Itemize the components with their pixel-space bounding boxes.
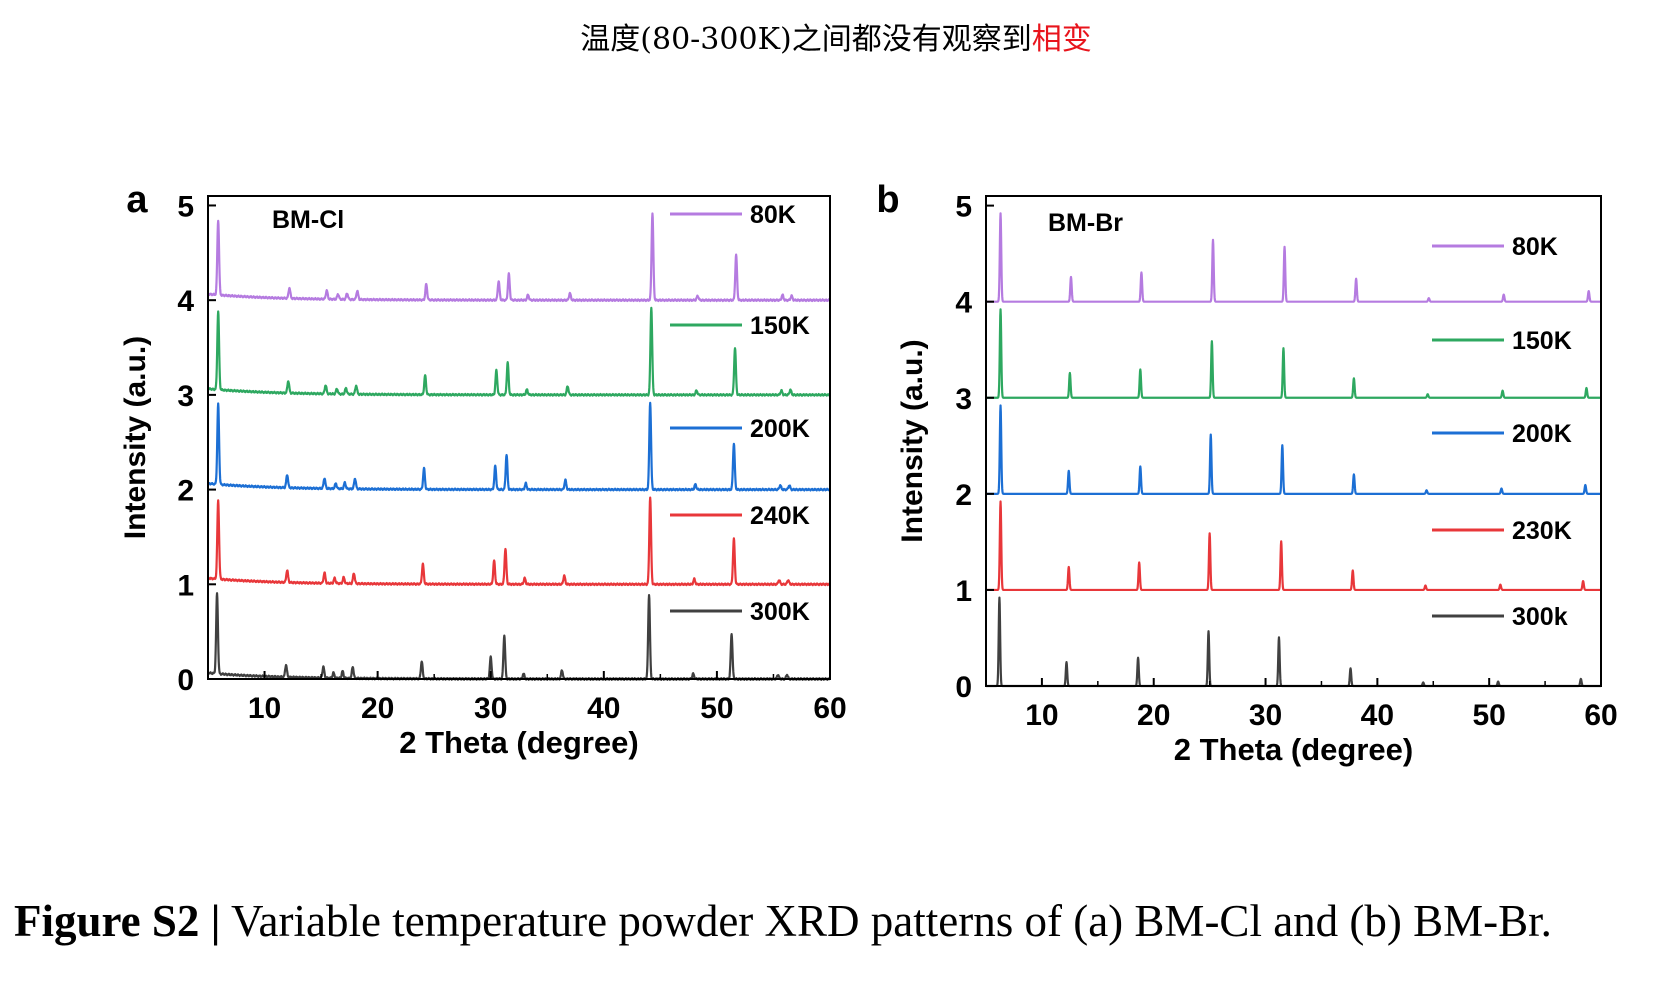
y-axis-label: Intensity (a.u.) xyxy=(896,339,929,542)
x-tick-label-40: 40 xyxy=(1361,699,1394,732)
y-tick-label-1: 1 xyxy=(955,575,972,608)
series-line-240K xyxy=(207,496,832,587)
x-tick-label-20: 20 xyxy=(361,692,394,725)
legend-label-230K: 230K xyxy=(1512,517,1572,545)
y-tick-label-2: 2 xyxy=(955,479,972,512)
chart-panel-a: 80K 150K 200K 240K 300K 10 20 30 40 50 60 0 1 2 3 4 5 2 T… xyxy=(119,179,847,760)
legend-label-300K: 300K xyxy=(750,598,810,626)
sample-label: BM-Br xyxy=(1048,209,1123,237)
header-note-highlight: 相变 xyxy=(1031,22,1092,57)
figure-caption: Figure S2 | Variable temperature powder … xyxy=(14,895,1664,947)
legend-label-300k: 300k xyxy=(1512,603,1568,631)
legend-label-200K: 200K xyxy=(750,415,810,443)
x-tick-label-50: 50 xyxy=(1472,699,1505,732)
y-tick-label-4: 4 xyxy=(955,287,972,320)
series-line-200K xyxy=(206,401,831,492)
x-axis-label: 2 Theta (degree) xyxy=(399,725,638,760)
plot-frame xyxy=(985,195,1602,687)
legend-label-80K: 80K xyxy=(1512,233,1558,261)
x-axis-label: 2 Theta (degree) xyxy=(1174,732,1413,767)
header-note-text: 温度(80-300K)之间都没有观察到 xyxy=(580,22,1032,57)
y-tick-label-1: 1 xyxy=(177,569,194,602)
x-tick-label-60: 60 xyxy=(813,692,846,725)
series-line-150K xyxy=(985,308,1602,399)
y-tick-label-0: 0 xyxy=(177,664,194,697)
x-tick-label-20: 20 xyxy=(1137,699,1170,732)
legend-label-240K: 240K xyxy=(750,502,810,530)
y-tick-label-5: 5 xyxy=(955,191,972,224)
series-line-230K xyxy=(985,500,1602,592)
series-line-80K xyxy=(985,212,1602,303)
y-tick-label-4: 4 xyxy=(177,285,194,318)
series-line-80K xyxy=(207,212,831,303)
y-tick-label-0: 0 xyxy=(955,671,972,704)
x-tick-label-60: 60 xyxy=(1584,699,1617,732)
legend-label-80K: 80K xyxy=(750,201,796,229)
series-line-300K xyxy=(207,592,831,681)
plot-frame xyxy=(207,195,831,680)
panel-label: b xyxy=(876,179,899,221)
legend-label-200K: 200K xyxy=(1512,420,1572,448)
caption-text: Variable temperature powder XRD patterns… xyxy=(220,896,1552,946)
y-tick-label-3: 3 xyxy=(955,383,972,416)
legend-label-150K: 150K xyxy=(1512,327,1572,355)
sample-label: BM-Cl xyxy=(272,206,344,234)
legend-label-150K: 150K xyxy=(750,312,810,340)
caption-label: Figure S2 | xyxy=(14,896,221,946)
y-tick-label-2: 2 xyxy=(177,475,194,508)
y-tick-label-3: 3 xyxy=(177,380,194,413)
panel-label: a xyxy=(126,179,148,221)
x-tick-label-50: 50 xyxy=(700,692,733,725)
x-tick-label-10: 10 xyxy=(248,692,281,725)
header-note: 温度(80-300K)之间都没有观察到相变 xyxy=(0,14,1672,58)
chart-panel-b: 80K 150K 200K 230K 300k 10 20 30 40 50 60 0 1 2 3 4 5 2 T… xyxy=(876,179,1617,767)
x-tick-label-10: 10 xyxy=(1025,699,1058,732)
x-tick-label-30: 30 xyxy=(1249,699,1282,732)
series-line-300k xyxy=(985,596,1602,688)
y-axis-label: Intensity (a.u.) xyxy=(119,336,152,539)
series-line-150K xyxy=(207,306,831,397)
series-line-200K xyxy=(985,404,1602,495)
x-tick-label-40: 40 xyxy=(587,692,620,725)
y-tick-label-5: 5 xyxy=(177,190,194,223)
x-tick-label-30: 30 xyxy=(474,692,507,725)
